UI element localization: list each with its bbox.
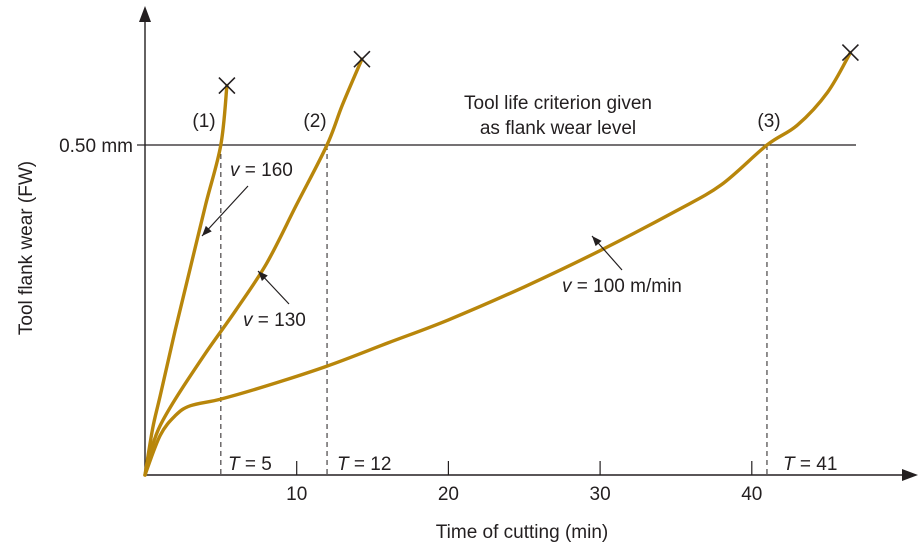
tool-life-label-3: T = 41: [783, 454, 837, 475]
failure-marker: [841, 44, 859, 62]
x-tick-label: 30: [590, 484, 611, 505]
criterion-group: 0.50 mm Tool life criterion given as flank…: [59, 93, 856, 157]
curve-v130: [143, 57, 364, 477]
y-axis-arrow: [139, 6, 151, 22]
x-tick-label: 10: [286, 484, 307, 505]
failure-marker: [353, 50, 371, 68]
arrow-v160-head: [202, 225, 212, 236]
criterion-value-label: 0.50 mm: [59, 136, 133, 157]
curve-v160: [143, 83, 229, 477]
y-axis-label: Tool flank wear (FW): [16, 161, 37, 335]
wear-curves: [143, 44, 859, 477]
marker-1: (1): [192, 111, 215, 132]
v160-label: v = 160: [230, 160, 293, 181]
failure-marker: [218, 77, 236, 95]
tool-life-dashes: [220, 145, 768, 475]
annotations: (1) (2) (3) v = 160 v = 130 v = 100 m/min T = …: [192, 111, 837, 475]
criterion-text-line2: as flank wear level: [480, 118, 636, 139]
marker-3: (3): [757, 111, 780, 132]
x-tick-label: 40: [741, 484, 762, 505]
x-axis-label: Time of cutting (min): [436, 522, 608, 543]
x-tick-label: 20: [438, 484, 459, 505]
axes: 10 20 30 40 Time of cutting (min) Tool flank …: [16, 6, 918, 543]
curve-v100: [143, 50, 853, 477]
criterion-text-line1: Tool life criterion given: [464, 93, 652, 114]
x-axis-arrow: [902, 469, 918, 481]
marker-2: (2): [303, 111, 326, 132]
arrow-v130-head: [258, 271, 268, 282]
tool-life-label-2: T = 12: [337, 454, 391, 475]
arrow-v160: [201, 185, 249, 237]
v130-label: v = 130: [243, 310, 306, 331]
arrow-v100-head: [592, 236, 602, 247]
tool-life-label-1: T = 5: [228, 454, 272, 475]
v100-label: v = 100 m/min: [562, 276, 682, 297]
